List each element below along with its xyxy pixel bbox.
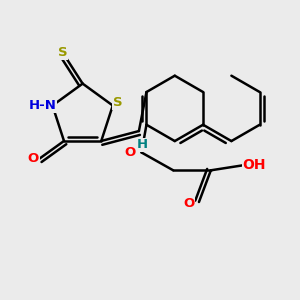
Text: OH: OH — [243, 158, 266, 172]
Text: O: O — [28, 152, 39, 165]
Text: H-N: H-N — [28, 99, 56, 112]
Text: O: O — [124, 146, 135, 159]
Text: S: S — [113, 96, 122, 109]
Text: H: H — [136, 138, 147, 152]
Text: O: O — [183, 197, 195, 211]
Text: S: S — [58, 46, 68, 59]
